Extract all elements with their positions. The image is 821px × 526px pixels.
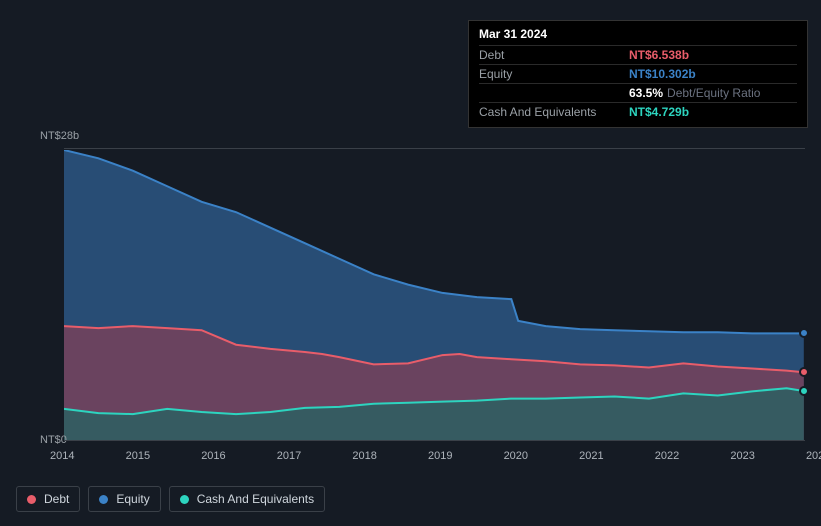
x-tick: 2019 — [442, 450, 443, 462]
x-tick: 2023 — [744, 450, 745, 462]
y-axis-label-bottom: NT$0 — [40, 434, 67, 446]
x-tick: 2021 — [593, 450, 594, 462]
legend-label: Debt — [44, 492, 69, 506]
x-tick: 2020 — [518, 450, 519, 462]
chart-top-baseline — [64, 148, 805, 149]
debt-swatch-icon — [27, 495, 36, 504]
x-axis: 2014 2015 2016 2017 2018 2019 2020 2021 2022 2023… — [64, 450, 821, 462]
x-tick-label: 2024 — [806, 450, 821, 462]
tooltip-label: Debt — [479, 48, 629, 62]
tooltip-row: EquityNT$10.302b — [479, 64, 797, 83]
data-tooltip: Mar 31 2024 DebtNT$6.538bEquityNT$10.302… — [468, 20, 808, 128]
y-axis-label-top: NT$28b — [40, 130, 79, 142]
x-tick-label: 2021 — [579, 450, 603, 462]
tooltip-row: Cash And EquivalentsNT$4.729b — [479, 102, 797, 121]
tooltip-date: Mar 31 2024 — [479, 27, 797, 41]
legend-label: Equity — [116, 492, 149, 506]
tooltip-label: Equity — [479, 67, 629, 81]
x-tick-label: 2015 — [126, 450, 150, 462]
x-tick-label: 2018 — [352, 450, 376, 462]
cash-swatch-icon — [180, 495, 189, 504]
area-chart[interactable] — [64, 150, 821, 440]
x-tick-label: 2016 — [201, 450, 225, 462]
legend-item-equity[interactable]: Equity — [88, 486, 160, 512]
x-tick: 2022 — [669, 450, 670, 462]
equity-swatch-icon — [99, 495, 108, 504]
x-tick: 2017 — [291, 450, 292, 462]
x-tick: 2014 — [64, 450, 65, 462]
x-tick: 2016 — [215, 450, 216, 462]
tooltip-row: 63.5%Debt/Equity Ratio — [479, 83, 797, 102]
x-tick-label: 2017 — [277, 450, 301, 462]
tooltip-sublabel: Debt/Equity Ratio — [667, 86, 760, 100]
tooltip-value: NT$10.302b — [629, 67, 696, 81]
x-tick-label: 2022 — [655, 450, 679, 462]
cash-endpoint-marker — [799, 386, 809, 396]
x-tick: 2018 — [366, 450, 367, 462]
x-tick: 2015 — [140, 450, 141, 462]
chart-legend: Debt Equity Cash And Equivalents — [16, 486, 325, 512]
x-tick-label: 2014 — [50, 450, 74, 462]
tooltip-value: 63.5%Debt/Equity Ratio — [629, 86, 760, 100]
legend-item-cash[interactable]: Cash And Equivalents — [169, 486, 325, 512]
tooltip-label: Cash And Equivalents — [479, 105, 629, 119]
tooltip-row: DebtNT$6.538b — [479, 45, 797, 64]
tooltip-label — [479, 86, 629, 100]
x-tick-label: 2023 — [730, 450, 754, 462]
x-tick-label: 2020 — [504, 450, 528, 462]
chart-bottom-baseline — [64, 440, 805, 441]
legend-item-debt[interactable]: Debt — [16, 486, 80, 512]
tooltip-value: NT$6.538b — [629, 48, 689, 62]
tooltip-value: NT$4.729b — [629, 105, 689, 119]
legend-label: Cash And Equivalents — [197, 492, 314, 506]
chart-area: NT$28b NT$0 2014 2015 2016 2017 2018 2019 2020… — [16, 120, 805, 476]
x-tick-label: 2019 — [428, 450, 452, 462]
